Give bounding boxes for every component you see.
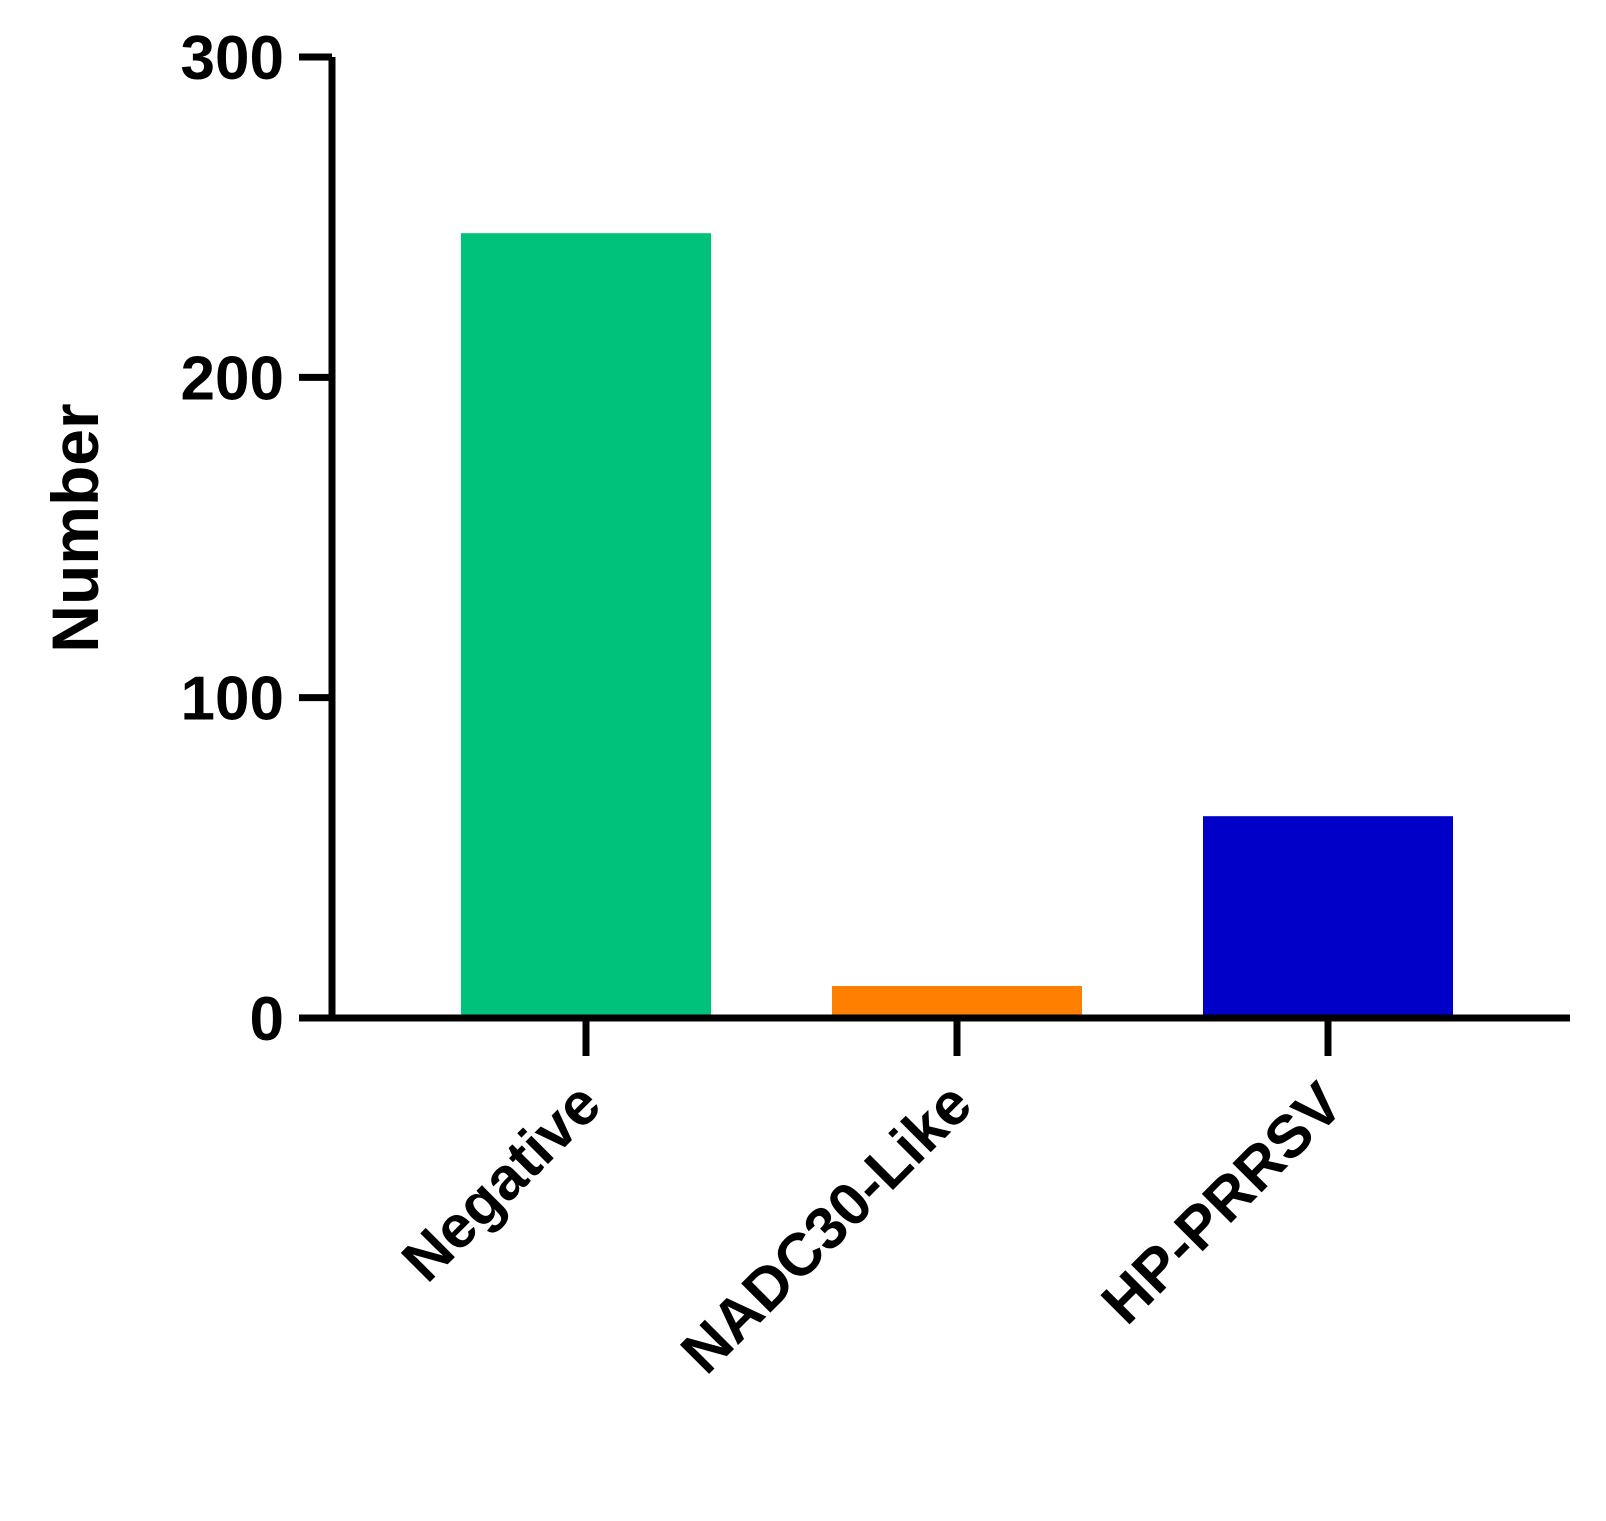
bar-nadc30-like [832, 985, 1082, 1018]
bar-hp-prrsv [1203, 816, 1453, 1018]
y-tick-label-0: 0 [250, 985, 284, 1054]
bar-negative [461, 233, 711, 1018]
x-category-label-0: Negative [389, 1070, 613, 1294]
x-axis-ticks: Negative NADC30-Like HP-PRRSV [389, 1018, 1355, 1386]
y-axis-title: Number [38, 403, 112, 652]
x-category-label-2: HP-PRRSV [1089, 1070, 1356, 1337]
y-tick-label-2: 200 [181, 344, 284, 413]
y-tick-label-1: 100 [181, 665, 284, 734]
y-tick-label-3: 300 [181, 24, 284, 93]
bars-group [461, 233, 1453, 1018]
y-axis-ticks: 0 100 200 300 [181, 24, 332, 1054]
x-category-label-1: NADC30-Like [668, 1070, 984, 1386]
